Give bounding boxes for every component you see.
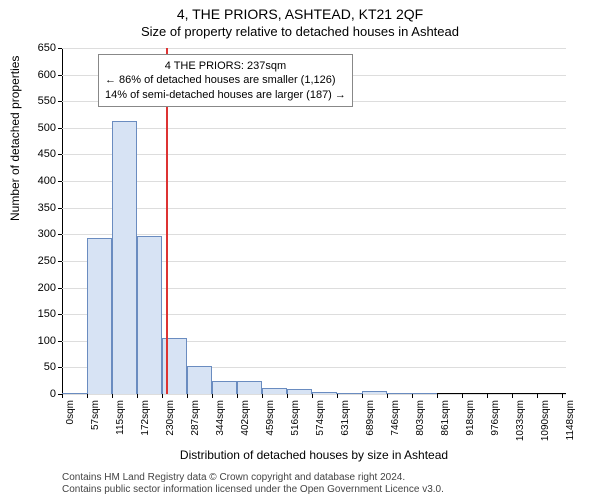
x-tick-label: 287sqm — [190, 400, 201, 436]
x-axis-title: Distribution of detached houses by size … — [62, 448, 566, 462]
y-tick-label: 250 — [38, 255, 56, 267]
x-tick-mark — [562, 394, 563, 398]
histogram-bar — [87, 238, 112, 394]
x-tick-mark — [237, 394, 238, 398]
x-tick-label: 861sqm — [440, 400, 451, 436]
callout-line: 4 THE PRIORS: 237sqm — [105, 59, 346, 73]
x-tick-label: 57sqm — [90, 400, 101, 430]
x-tick-mark — [337, 394, 338, 398]
x-tick-label: 230sqm — [165, 400, 176, 436]
attribution-line2: Contains public sector information licen… — [62, 484, 444, 496]
x-tick-mark — [262, 394, 263, 398]
x-tick-label: 689sqm — [365, 400, 376, 436]
x-tick-mark — [187, 394, 188, 398]
x-tick-label: 746sqm — [390, 400, 401, 436]
y-tick-label: 650 — [38, 42, 56, 54]
x-axis: 0sqm 57sqm 115sqm 172sqm 230sqm 287sqm 344sqm 4… — [62, 394, 566, 454]
x-tick-label: 516sqm — [290, 400, 301, 436]
x-tick-label: 976sqm — [490, 400, 501, 436]
x-tick-mark — [312, 394, 313, 398]
y-tick-label: 600 — [38, 69, 56, 81]
x-tick-label: 1033sqm — [515, 400, 526, 441]
grid-line-h — [62, 154, 566, 155]
x-tick-mark — [87, 394, 88, 398]
x-tick-label: 344sqm — [215, 400, 226, 436]
x-tick-mark — [512, 394, 513, 398]
histogram-bar — [212, 381, 237, 394]
histogram-bar — [187, 366, 212, 394]
y-tick-label: 450 — [38, 148, 56, 160]
y-tick-label: 50 — [44, 361, 56, 373]
chart-container: 4, THE PRIORS, ASHTEAD, KT21 2QF Size of… — [0, 0, 600, 500]
histogram-bar — [137, 236, 162, 394]
x-tick-mark — [362, 394, 363, 398]
y-tick-label: 500 — [38, 122, 56, 134]
x-tick-label: 1090sqm — [540, 400, 551, 441]
x-tick-label: 402sqm — [240, 400, 251, 436]
x-tick-mark — [137, 394, 138, 398]
grid-line-h — [62, 128, 566, 129]
y-tick-label: 300 — [38, 228, 56, 240]
x-tick-mark — [437, 394, 438, 398]
chart-subtitle: Size of property relative to detached ho… — [0, 22, 600, 39]
x-tick-mark — [387, 394, 388, 398]
grid-line-h — [62, 181, 566, 182]
y-axis-line — [62, 48, 63, 394]
x-tick-label: 115sqm — [115, 400, 126, 435]
x-tick-mark — [62, 394, 63, 398]
attribution: Contains HM Land Registry data © Crown c… — [62, 472, 444, 496]
y-tick-label: 100 — [38, 335, 56, 347]
y-tick-label: 200 — [38, 282, 56, 294]
x-tick-mark — [287, 394, 288, 398]
x-tick-label: 0sqm — [65, 400, 76, 424]
callout-line: 14% of semi-detached houses are larger (… — [105, 88, 346, 102]
x-tick-mark — [112, 394, 113, 398]
y-tick-label: 350 — [38, 202, 56, 214]
x-tick-mark — [537, 394, 538, 398]
x-tick-label: 918sqm — [465, 400, 476, 436]
y-axis: 050100150200250300350400450500550600650 — [0, 48, 62, 394]
x-tick-label: 459sqm — [265, 400, 276, 436]
x-tick-label: 803sqm — [415, 400, 426, 436]
x-tick-mark — [212, 394, 213, 398]
y-tick-label: 0 — [50, 388, 56, 400]
x-tick-mark — [462, 394, 463, 398]
plot-area: 4 THE PRIORS: 237sqm← 86% of detached ho… — [62, 48, 566, 394]
histogram-bar — [112, 121, 137, 394]
x-tick-label: 574sqm — [315, 400, 326, 436]
reference-callout: 4 THE PRIORS: 237sqm← 86% of detached ho… — [98, 54, 353, 107]
y-tick-label: 550 — [38, 95, 56, 107]
x-tick-mark — [162, 394, 163, 398]
x-tick-label: 1148sqm — [565, 400, 576, 440]
x-tick-mark — [412, 394, 413, 398]
grid-line-h — [62, 208, 566, 209]
x-tick-label: 631sqm — [340, 400, 351, 436]
x-tick-label: 172sqm — [140, 400, 151, 436]
callout-line: ← 86% of detached houses are smaller (1,… — [105, 73, 346, 87]
x-tick-mark — [487, 394, 488, 398]
y-tick-label: 150 — [38, 308, 56, 320]
y-tick-label: 400 — [38, 175, 56, 187]
attribution-line1: Contains HM Land Registry data © Crown c… — [62, 472, 444, 484]
histogram-bar — [237, 381, 262, 394]
chart-title: 4, THE PRIORS, ASHTEAD, KT21 2QF — [0, 0, 600, 22]
grid-line-h — [62, 48, 566, 49]
